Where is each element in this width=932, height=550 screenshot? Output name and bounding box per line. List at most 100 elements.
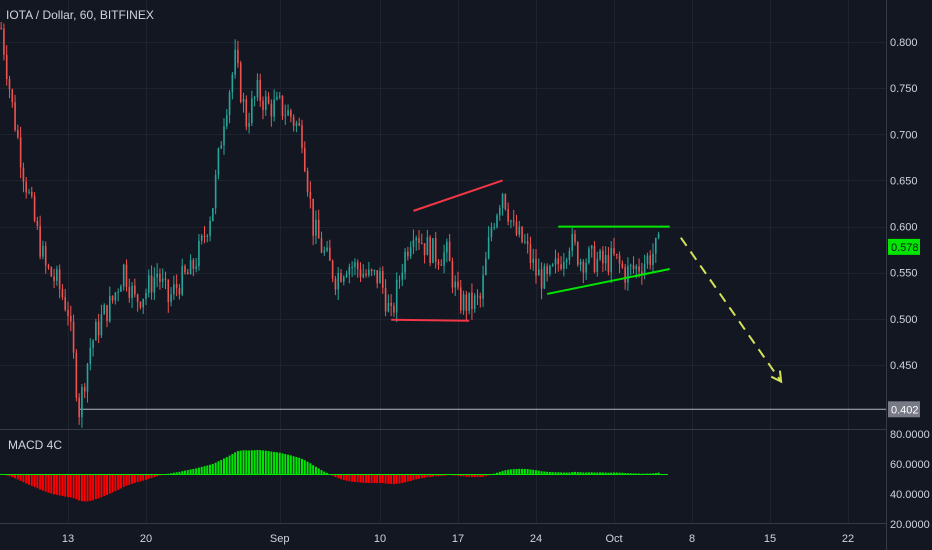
candle-body [56,269,58,281]
candle-body [161,278,164,282]
candle-body [178,288,181,295]
macd-bar [518,468,521,475]
time-axis[interactable]: 13 20 Sep 10 17 24 Oct 8 15 22 [62,533,854,545]
macd-bar [501,470,504,475]
candle-body [239,63,242,102]
candle-body [571,233,574,251]
macd-bar [189,469,192,475]
time-tick-label: 20 [140,533,152,545]
macd-bar [16,474,19,480]
macd-bar [78,474,81,501]
macd-tick-label: 60.0000 [890,459,930,471]
candle-body [348,267,351,275]
macd-bar [613,472,615,475]
candle-body [457,281,459,288]
candle-body [259,79,262,101]
macd-bar [621,472,624,475]
macd-bar [479,474,482,478]
candle-body [114,292,117,301]
macd-bar [571,472,574,475]
macd-bar [75,474,78,500]
candle-body [649,255,652,265]
macd-axis[interactable]: 80.0000 60.0000 40.0000 20.0000 [890,429,930,531]
macd-bar [418,474,420,479]
price-axis[interactable]: 0.800 0.750 0.700 0.650 0.600 0.550 0.500 0.450 [890,37,918,372]
macd-bar [209,464,212,475]
candle-body [596,258,599,272]
macd-bar [5,474,8,476]
symbol-title[interactable]: IOTA / Dollar, 60, BITFINEX [6,8,154,22]
price-tick-label: 0.450 [890,360,918,372]
macd-bar [565,472,568,475]
macd-bar [359,474,362,483]
low-price-badge: 0.402 [888,401,920,418]
candle-body [412,240,415,248]
candle-body [150,275,153,293]
candle-body [273,99,275,117]
candle-body [97,321,100,336]
candle-body [111,295,114,301]
candle-body [8,79,11,90]
candle-body [337,272,340,290]
candle-body [47,265,50,268]
macd-bar [465,474,468,477]
candle-body [251,98,253,123]
macd-bar [367,474,370,484]
candle-body [537,269,540,276]
candle-body [340,272,342,282]
candle-body [387,302,390,312]
candle-body [231,74,234,93]
candle-body [437,261,440,265]
macd-bar [170,473,173,475]
broadening-top-line[interactable] [413,179,503,212]
macd-bar [601,472,604,475]
current-price-label: 0.578 [891,242,919,254]
low-price-badge-bg [888,401,920,418]
broadening-bottom-line[interactable] [391,318,470,322]
projection-arrow[interactable] [680,237,782,383]
candle-body [159,273,161,282]
candle-body [532,258,535,263]
candle-body [30,191,33,196]
candle-body [540,269,543,289]
candle-body [607,255,610,273]
candle-body [184,266,186,273]
candle-body [602,250,604,264]
macd-bar [217,461,220,475]
candle-body [173,284,175,295]
trendline-drawings[interactable] [391,179,783,384]
candle-body [471,292,473,309]
candle-body [290,110,292,117]
macd-bar [618,472,621,475]
macd-bar [11,474,14,478]
macd-bar [234,452,237,475]
macd-bar [314,466,317,475]
price-candles[interactable] [0,21,660,428]
candle-body [329,247,331,261]
candle-body [381,271,384,288]
macd-bar [457,474,459,476]
macd-bar [337,474,340,479]
price-tick-label: 0.600 [890,222,918,234]
macd-bar [560,472,563,475]
candle-body [501,194,504,209]
macd-bar [139,474,142,482]
macd-bar [398,474,401,484]
candle-body [223,126,225,146]
time-tick-label: Oct [605,533,622,545]
candle-body [657,233,660,238]
candle-body [432,238,434,263]
candle-body [646,255,649,264]
candle-body [565,259,568,263]
candle-body [482,275,484,299]
candle-body [72,321,75,353]
macd-indicator-title[interactable]: MACD 4C [8,438,62,452]
triangle-bottom-line[interactable] [546,268,670,295]
candle-body [39,225,41,257]
macd-bar [326,472,329,475]
candle-body [409,247,412,257]
macd-bar [231,454,234,475]
macd-bar [351,474,354,482]
candle-body [551,264,554,266]
